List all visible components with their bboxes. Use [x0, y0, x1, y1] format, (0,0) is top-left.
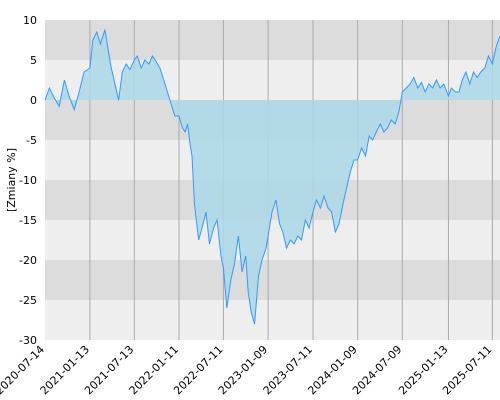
- y-tick-label: 0: [30, 94, 37, 107]
- series-line: [44, 29, 500, 325]
- plot-band: [45, 260, 500, 300]
- y-tick-label: 5: [30, 54, 37, 67]
- y-tick-label: -20: [19, 254, 37, 267]
- x-axis-tick-labels: 2020-07-142021-01-132021-07-132022-01-11…: [0, 343, 495, 397]
- y-axis-tick-labels: 10 5 0 -5 -10 -15 -20 -25 -30: [19, 14, 37, 347]
- plot-band: [45, 220, 500, 260]
- series-area-fill: [45, 29, 500, 324]
- y-tick-label: -30: [19, 334, 37, 347]
- y-axis-label: [Zmiany %]: [5, 148, 18, 212]
- plot-band: [45, 20, 500, 60]
- plot-band: [45, 300, 500, 340]
- y-tick-label: -10: [19, 174, 37, 187]
- y-tick-label: -25: [19, 294, 37, 307]
- y-tick-label: 10: [23, 14, 37, 27]
- y-tick-label: -15: [19, 214, 37, 227]
- y-tick-label: -5: [26, 134, 37, 147]
